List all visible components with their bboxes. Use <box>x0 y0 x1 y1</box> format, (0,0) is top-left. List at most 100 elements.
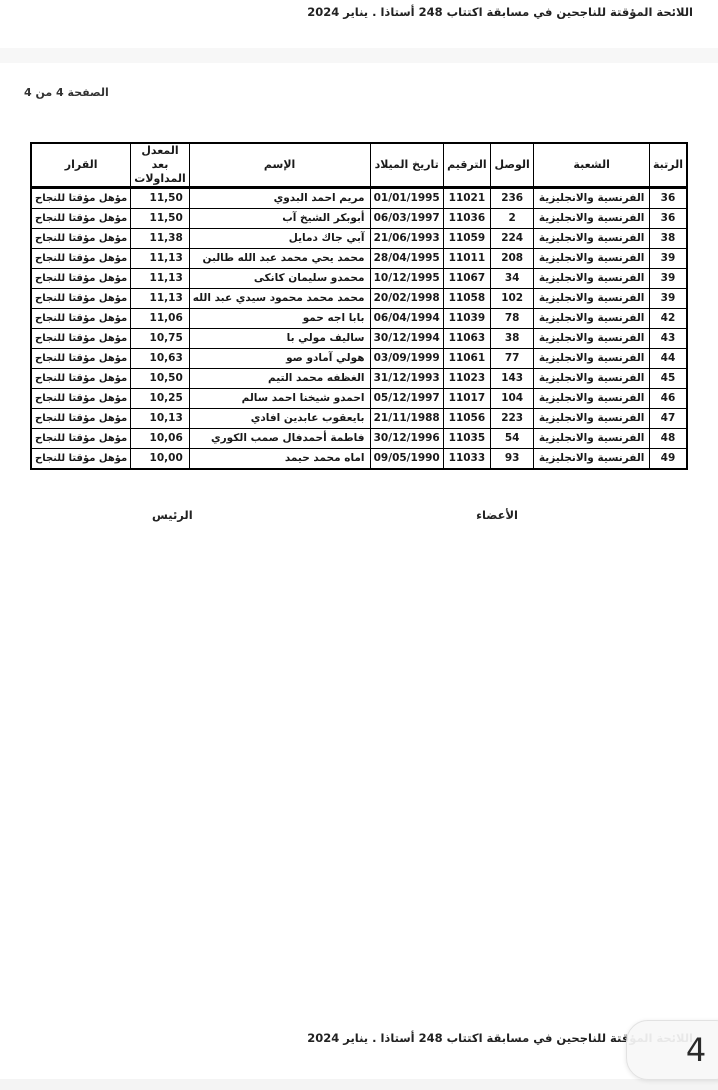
cell-average: 11,06 <box>130 308 190 329</box>
cell-section: الفرنسية والانجليزية <box>533 328 650 349</box>
cell-birth-date: 31/12/1993 <box>369 368 444 389</box>
cell-name: أبوبكر الشيخ آب <box>188 208 371 229</box>
cell-decision: مؤهل مؤقتا للنجاح <box>30 368 132 389</box>
cell-receipt: 78 <box>489 308 535 329</box>
cell-number: 11011 <box>442 248 491 269</box>
cell-name: آبي جاك دمايل <box>188 228 371 249</box>
cell-average: 11,13 <box>130 248 190 269</box>
cell-name: ساليف مولي با <box>188 328 371 349</box>
cell-decision: مؤهل مؤقتا للنجاح <box>30 388 132 409</box>
cell-number: 11058 <box>442 288 491 309</box>
cell-decision: مؤهل مؤقتا للنجاح <box>30 208 132 229</box>
cell-decision: مؤهل مؤقتا للنجاح <box>30 228 132 249</box>
cell-rank: 39 <box>648 248 688 269</box>
cell-decision: مؤهل مؤقتا للنجاح <box>30 288 132 309</box>
cell-average: 10,50 <box>130 368 190 389</box>
cell-average: 10,13 <box>130 408 190 429</box>
cell-birth-date: 09/05/1990 <box>369 448 444 470</box>
cell-name: بايعقوب عابدين افادي <box>188 408 371 429</box>
header-name: الإسم <box>188 142 371 189</box>
cell-section: الفرنسية والانجليزية <box>533 448 650 470</box>
cell-rank: 42 <box>648 308 688 329</box>
cell-decision: مؤهل مؤقتا للنجاح <box>30 248 132 269</box>
cell-receipt: 38 <box>489 328 535 349</box>
cell-birth-date: 28/04/1995 <box>369 248 444 269</box>
cell-average: 11,50 <box>130 208 190 229</box>
cell-section: الفرنسية والانجليزية <box>533 268 650 289</box>
cell-birth-date: 01/01/1995 <box>369 187 444 209</box>
cell-number: 11036 <box>442 208 491 229</box>
president-signature-label: الرئيس <box>152 508 193 522</box>
cell-name: اماه محمد حيمد <box>188 448 371 470</box>
cell-birth-date: 05/12/1997 <box>369 388 444 409</box>
cell-section: الفرنسية والانجليزية <box>533 288 650 309</box>
cell-birth-date: 21/11/1988 <box>369 408 444 429</box>
cell-rank: 43 <box>648 328 688 349</box>
table-row: 43 الفرنسية والانجليزية 38 11063 30/12/1994 س… <box>30 328 688 349</box>
members-signature-label: الأعضاء <box>476 508 518 522</box>
cell-birth-date: 30/12/1994 <box>369 328 444 349</box>
cell-section: الفرنسية والانجليزية <box>533 228 650 249</box>
header-birth-date: تاريخ الميلاد <box>369 142 444 189</box>
cell-birth-date: 20/02/1998 <box>369 288 444 309</box>
table-row: 36 الفرنسية والانجليزية 236 11021 01/01/1995… <box>30 187 688 209</box>
cell-section: الفرنسية والانجليزية <box>533 428 650 449</box>
cell-name: الغظفه محمد التيم <box>188 368 371 389</box>
cell-decision: مؤهل مؤقتا للنجاح <box>30 268 132 289</box>
cell-number: 11039 <box>442 308 491 329</box>
cell-rank: 45 <box>648 368 688 389</box>
cell-number: 11021 <box>442 187 491 209</box>
cell-name: مريم احمد البدوي <box>188 187 371 209</box>
cell-receipt: 208 <box>489 248 535 269</box>
cell-rank: 49 <box>648 448 688 470</box>
cell-number: 11059 <box>442 228 491 249</box>
cell-name: احمدو شيخنا احمد سالم <box>188 388 371 409</box>
cell-number: 11035 <box>442 428 491 449</box>
cell-number: 11067 <box>442 268 491 289</box>
cell-rank: 36 <box>648 187 688 209</box>
cell-rank: 46 <box>648 388 688 409</box>
cell-name: بابا اجه حمو <box>188 308 371 329</box>
document-header-title: اللائحة المؤقتة للناجحين في مسابقة اكتتا… <box>307 5 693 19</box>
cell-decision: مؤهل مؤقتا للنجاح <box>30 187 132 209</box>
cell-receipt: 143 <box>489 368 535 389</box>
cell-receipt: 236 <box>489 187 535 209</box>
cell-average: 11,13 <box>130 268 190 289</box>
cell-number: 11017 <box>442 388 491 409</box>
cell-birth-date: 10/12/1995 <box>369 268 444 289</box>
header-section: الشعبة <box>533 142 650 189</box>
cell-section: الفرنسية والانجليزية <box>533 348 650 369</box>
cell-name: محمد يحي محمد عبد الله طالبن <box>188 248 371 269</box>
table-row: 44 الفرنسية والانجليزية 77 11061 03/09/1999 ه… <box>30 348 688 369</box>
cell-rank: 44 <box>648 348 688 369</box>
viewer-page-indicator[interactable]: 4 <box>626 1020 718 1080</box>
header-decision: القرار <box>30 142 132 189</box>
cell-receipt: 102 <box>489 288 535 309</box>
cell-section: الفرنسية والانجليزية <box>533 308 650 329</box>
results-table-header: الرتبة الشعبة الوصل الترقيم تاريخ الميلا… <box>30 142 688 189</box>
cell-number: 11061 <box>442 348 491 369</box>
cell-rank: 36 <box>648 208 688 229</box>
cell-average: 10,06 <box>130 428 190 449</box>
header-rank: الرتبة <box>648 142 688 189</box>
cell-birth-date: 30/12/1996 <box>369 428 444 449</box>
cell-receipt: 104 <box>489 388 535 409</box>
cell-birth-date: 03/09/1999 <box>369 348 444 369</box>
cell-birth-date: 21/06/1993 <box>369 228 444 249</box>
viewer-bottom-strip <box>0 1079 718 1090</box>
cell-number: 11033 <box>442 448 491 470</box>
cell-decision: مؤهل مؤقتا للنجاح <box>30 428 132 449</box>
cell-name: فاطمة أحمدفال صمب الكوري <box>188 428 371 449</box>
header-row: الرتبة الشعبة الوصل الترقيم تاريخ الميلا… <box>30 142 688 189</box>
cell-section: الفرنسية والانجليزية <box>533 208 650 229</box>
table-row: 36 الفرنسية والانجليزية 2 11036 06/03/1997 أب… <box>30 208 688 229</box>
cell-receipt: 77 <box>489 348 535 369</box>
cell-birth-date: 06/04/1994 <box>369 308 444 329</box>
page-number-label: الصفحة 4 من 4 <box>24 86 109 99</box>
table-row: 49 الفرنسية والانجليزية 93 11033 09/05/1990 ا… <box>30 448 688 470</box>
cell-decision: مؤهل مؤقتا للنجاح <box>30 448 132 470</box>
cell-section: الفرنسية والانجليزية <box>533 388 650 409</box>
viewer-page-number: 4 <box>685 1031 707 1069</box>
results-table-body: 36 الفرنسية والانجليزية 236 11021 01/01/1995… <box>30 187 688 470</box>
cell-rank: 39 <box>648 268 688 289</box>
